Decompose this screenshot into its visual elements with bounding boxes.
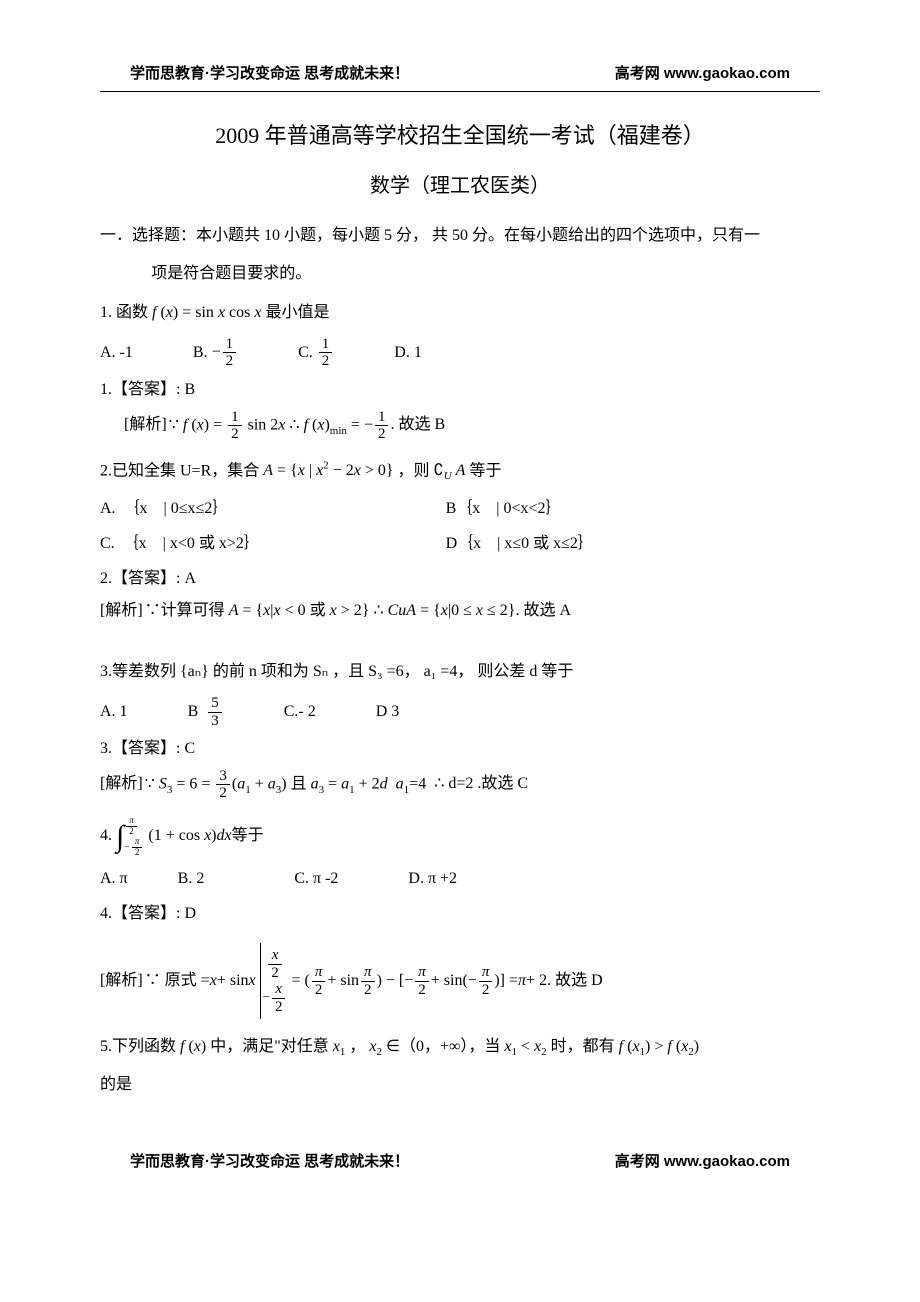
q2-analysis: [解析] ∵计算可得 A = {x|x < 0 或 x > 2} ∴ CuA =… [100, 597, 820, 626]
q1-ana-label: [解析] [124, 411, 167, 440]
q1-options: A. -1 B. −12 C. 12 D. 1 [100, 336, 820, 370]
question-5-line2: 的是 [100, 1071, 820, 1100]
question-4: 4. ∫ π2−π2 (1 + cos x)dx 等于 [100, 816, 820, 858]
q2-ana-math: ∵计算可得 A = {x|x < 0 或 x > 2} ∴ CuA = {x|0… [145, 597, 516, 626]
footer-left: 学而思教育·学习改变命运 思考成就未来！ [130, 1148, 409, 1175]
q2-ana-label: [解析] [100, 597, 143, 626]
q1-optB: B. −12 [193, 336, 238, 370]
q3-optB-math: 53 [206, 695, 224, 729]
page-header: 学而思教育·学习改变命运 思考成就未来！ 高考网 www.gaokao.com [100, 60, 820, 87]
q3-optA: A. 1 [100, 695, 128, 729]
q4-integrand: (1 + cos x)dx [148, 822, 231, 851]
q3-optB: B 53 [188, 695, 224, 729]
q3-optC: C.- 2 [284, 695, 316, 729]
q5-x2: x2 [369, 1038, 382, 1055]
q3-analysis: [解析] ∵ S3 = 6 = 32(a1 + a3) 且 a3 = a1 + … [100, 768, 820, 802]
q5-d: ∈（0，+∞），当 [386, 1038, 504, 1055]
q4-optA: A. π [100, 865, 128, 894]
q1-num: 1. [100, 304, 112, 321]
q1-optB-label: B. [193, 339, 208, 368]
section-intro-cont: 项是符合题目要求的。 [100, 260, 820, 289]
section-intro-line2: 项是符合题目要求的。 [151, 265, 311, 282]
header-left: 学而思教育·学习改变命运 思考成就未来！ [130, 60, 409, 87]
q1-stem-prefix: 函数 [116, 304, 152, 321]
q4-answer: 4.【答案】: D [100, 900, 820, 929]
q3-ana-math: ∵ S3 = 6 = 32(a1 + a3) 且 a3 = a1 + 2d a1… [145, 768, 435, 802]
q4-options: A. π B. 2 C. π -2 D. π +2 [100, 865, 820, 894]
q1-ana-tail: . 故选 B [390, 411, 445, 440]
q4-optD: D. π +2 [408, 865, 457, 894]
q2-optD: D｛x | x≤0 或 x≤2｝ [446, 530, 792, 559]
q4-ana-tail: . 故选 D [547, 967, 603, 996]
q5-a: 5.下列函数 [100, 1038, 180, 1055]
q1-optA: A. -1 [100, 336, 133, 370]
section-intro: 一．选择题：本小题共 10 小题，每小题 5 分， 共 50 分。在每小题给出的… [100, 222, 820, 251]
q2-complement: ∁U A [434, 462, 466, 479]
q1-stem-suffix: 最小值是 [265, 304, 329, 321]
header-right: 高考网 www.gaokao.com [615, 60, 790, 87]
q2-options-row1: A. ｛x | 0≤x≤2｝ B｛x | 0<x<2｝ [100, 495, 820, 524]
q2-optA: A. ｛x | 0≤x≤2｝ [100, 495, 446, 524]
q1-ana-math: ∵ f (x) = 12 sin 2x ∴ f (x)min = −12 [169, 409, 391, 443]
question-2: 2.已知全集 U=R，集合 A = {x | x2 − 2x > 0} ，则 ∁… [100, 457, 820, 487]
q3-ana-tail: ∴ d=2 .故选 C [434, 770, 528, 799]
q2-stem-b: ，则 [398, 462, 434, 479]
q5-x1: x1 [333, 1038, 346, 1055]
q5-ineq: x1 < x2 [504, 1038, 546, 1055]
q5-fx: f (x) [180, 1038, 206, 1055]
header-rule [100, 91, 820, 92]
question-5: 5.下列函数 f (x) 中，满足"对任意 x1 ， x2 ∈（0，+∞），当 … [100, 1033, 820, 1063]
doc-title-2: 数学（理工农医类） [100, 168, 820, 204]
q2-optB: B｛x | 0<x<2｝ [446, 495, 792, 524]
q1-func: f (x) = sin x cos x [152, 304, 261, 321]
q2-ana-tail: . 故选 A [515, 597, 571, 626]
q1-optC: C. 12 [298, 336, 334, 370]
q4-num: 4. [100, 822, 112, 851]
q1-optB-math: −12 [212, 336, 239, 370]
q5-b: 中，满足"对任意 [210, 1038, 333, 1055]
q3-options: A. 1 B 53 C.- 2 D 3 [100, 695, 820, 729]
q1-optC-math: 12 [317, 336, 335, 370]
footer-right: 高考网 www.gaokao.com [615, 1148, 790, 1175]
section-intro-line1: 一．选择题：本小题共 10 小题，每小题 5 分， 共 50 分。在每小题给出的… [100, 227, 760, 244]
page-footer: 学而思教育·学习改变命运 思考成就未来！ 高考网 www.gaokao.com [100, 1148, 820, 1175]
q3-stem: 3.等差数列 {aₙ} 的前 n 项和为 Sₙ ，且 S₃ =6， a₁ =4，… [100, 663, 573, 680]
q5-fineq: f (x1) > f (x2) [619, 1038, 699, 1055]
q2-stem-a: 2.已知全集 U=R，集合 [100, 462, 263, 479]
q5-c: ， [349, 1038, 365, 1055]
question-3: 3.等差数列 {aₙ} 的前 n 项和为 Sₙ ，且 S₃ =6， a₁ =4，… [100, 658, 820, 687]
q4-stem-suffix: 等于 [232, 822, 264, 851]
q2-options-row2: C. ｛x | x<0 或 x>2｝ D｛x | x≤0 或 x≤2｝ [100, 530, 820, 559]
q2-optC: C. ｛x | x<0 或 x>2｝ [100, 530, 446, 559]
q5-e: 时，都有 [551, 1038, 619, 1055]
q4-optB: B. 2 [178, 865, 205, 894]
q1-optC-label: C. [298, 339, 313, 368]
q2-stem-c: 等于 [469, 462, 501, 479]
q2-set: A = {x | x2 − 2x > 0} [263, 462, 393, 479]
q4-analysis: [解析] ∵ 原式 = x + sin x x2 −x2 = (π2 + sin… [100, 943, 820, 1019]
q3-optB-label: B [188, 698, 199, 727]
q3-optD: D 3 [376, 695, 400, 729]
doc-title-1: 2009 年普通高等学校招生全国统一考试（福建卷） [100, 116, 820, 156]
q2-answer: 2.【答案】: A [100, 565, 820, 594]
q4-ana-math: ∵ 原式 = x + sin x x2 −x2 = (π2 + sin π2) … [145, 943, 547, 1019]
q1-answer: 1.【答案】: B [100, 376, 820, 405]
q4-integral: ∫ π2−π2 [116, 816, 148, 858]
q4-ana-label: [解析] [100, 967, 143, 996]
q4-optC: C. π -2 [294, 865, 338, 894]
q3-ana-label: [解析] [100, 770, 143, 799]
question-1: 1. 函数 f (x) = sin x cos x 最小值是 [100, 299, 820, 328]
q1-optD: D. 1 [394, 336, 422, 370]
q3-answer: 3.【答案】: C [100, 735, 820, 764]
q1-analysis: [解析] ∵ f (x) = 12 sin 2x ∴ f (x)min = −1… [100, 409, 820, 443]
